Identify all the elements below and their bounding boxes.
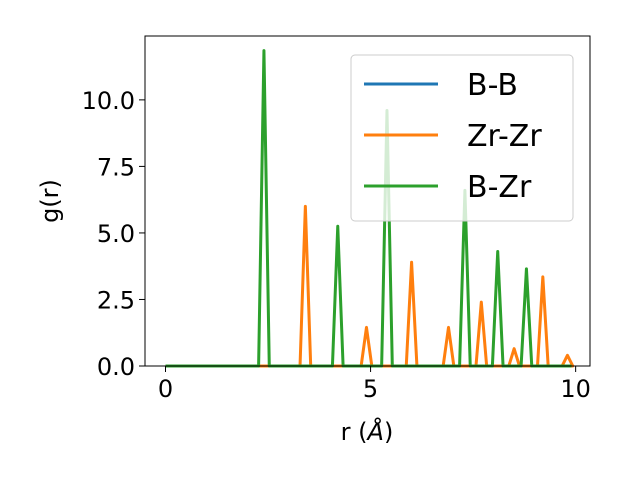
- series-line-zr-zr: [165, 204, 575, 368]
- plot-frame: [144, 35, 591, 367]
- y-tick-label: 7.5: [97, 153, 135, 181]
- x-tick-label: 0: [158, 375, 173, 403]
- y-tick-label: 10.0: [82, 87, 135, 115]
- x-axis-label: r (Å): [341, 417, 394, 446]
- legend: B-B Zr-Zr B-Zr: [350, 54, 574, 222]
- x-tick-label: 5: [363, 375, 378, 403]
- y-tick-label: 5.0: [97, 220, 135, 248]
- y-axis-label: g(r): [36, 179, 64, 223]
- legend-label-b-b: B-B: [467, 68, 518, 103]
- y-tick-label: 2.5: [97, 286, 135, 314]
- ticks-layer: 0 5 10 0.0 2.5 5.0 7.5 10.0: [82, 87, 591, 403]
- legend-label-b-zr: B-Zr: [467, 170, 532, 205]
- legend-box: [350, 54, 574, 222]
- legend-label-zr-zr: Zr-Zr: [467, 119, 542, 154]
- y-tick-label: 0.0: [97, 353, 135, 381]
- x-tick-label: 10: [560, 375, 591, 403]
